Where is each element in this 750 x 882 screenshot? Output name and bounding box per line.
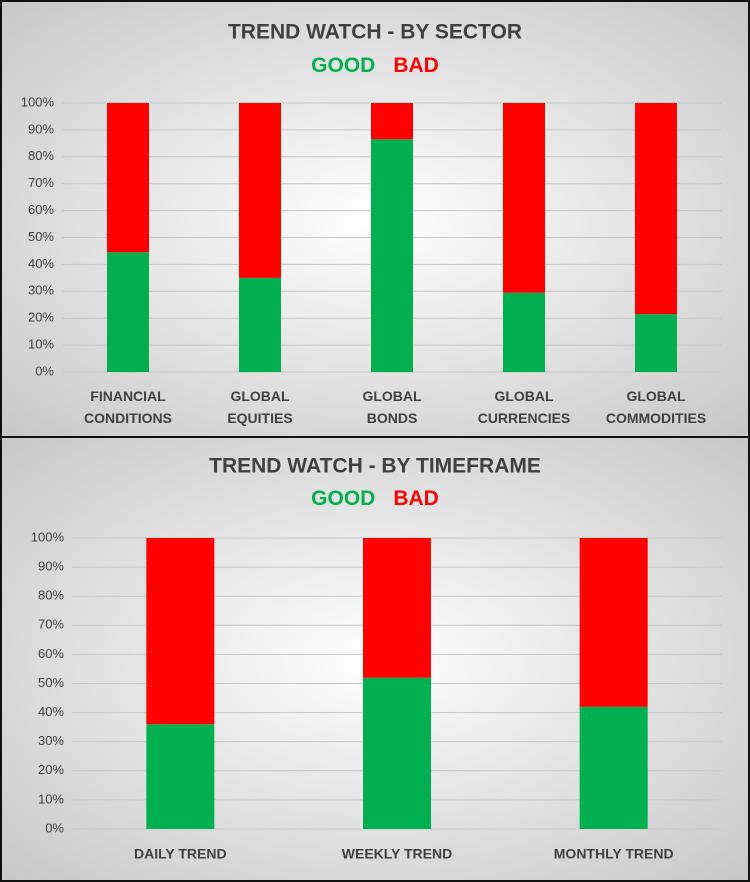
x-tick-line: GLOBAL [494, 388, 554, 404]
y-tick-label: 100% [21, 94, 55, 109]
y-tick-label: 80% [38, 588, 64, 603]
y-tick-label: 70% [38, 617, 64, 632]
y-tick-label: 50% [38, 675, 64, 690]
y-tick-label: 30% [28, 283, 54, 298]
x-tick-line: CONDITIONS [84, 410, 172, 426]
x-tick-line: FINANCIAL [90, 388, 166, 404]
bar-segment [371, 103, 413, 140]
x-tick-line: GLOBAL [626, 388, 686, 404]
y-tick-label: 0% [45, 820, 64, 835]
legend-entry: BAD [393, 54, 439, 77]
legend-entry: BAD [393, 487, 439, 510]
y-tick-label: 60% [38, 646, 64, 661]
bar-segment [635, 314, 677, 372]
y-tick-label: 90% [38, 559, 64, 574]
y-tick-label: 0% [35, 363, 54, 378]
bar-segment [635, 103, 677, 315]
y-tick-label: 60% [28, 202, 54, 217]
x-tick-label: GLOBAL COMMODITIES [606, 388, 706, 426]
bar-segment [363, 538, 431, 678]
y-tick-label: 80% [28, 148, 54, 163]
x-tick-line: EQUITIES [227, 410, 292, 426]
chart-title: TREND WATCH - BY TIMEFRAME [209, 455, 541, 478]
bar-segment [107, 103, 149, 253]
y-tick-label: 10% [38, 791, 64, 806]
bar-segment [239, 103, 281, 278]
legend-entry: GOOD [311, 487, 375, 510]
x-tick-label: GLOBAL CURRENCIES [478, 388, 571, 426]
y-tick-label: 40% [38, 704, 64, 719]
legend-entry: GOOD [311, 54, 375, 77]
y-tick-label: 20% [28, 310, 54, 325]
x-tick-line: CURRENCIES [478, 410, 571, 426]
y-tick-label: 10% [28, 337, 54, 352]
y-tick-label: 50% [28, 229, 54, 244]
x-tick-label: FINANCIAL CONDITIONS [84, 388, 172, 426]
bar-segment [363, 677, 431, 829]
bar-segment [503, 103, 545, 293]
x-tick-label: GLOBAL EQUITIES [227, 388, 292, 426]
bar-segment [503, 292, 545, 372]
legend: GOOD BAD [311, 487, 439, 510]
legend: GOOD BAD [311, 54, 439, 77]
chart-title: TREND WATCH - BY SECTOR [228, 21, 522, 44]
x-tick-line: GLOBAL [230, 388, 290, 404]
x-tick-line: BONDS [367, 410, 418, 426]
y-tick-label: 70% [28, 175, 54, 190]
bar-segment [239, 277, 281, 372]
bar-segment [579, 538, 648, 707]
y-tick-label: 90% [28, 121, 54, 136]
x-tick-label: DAILY TREND [134, 846, 227, 862]
y-tick-label: 40% [28, 256, 54, 271]
y-tick-label: 30% [38, 733, 64, 748]
x-tick-line: GLOBAL [362, 388, 422, 404]
x-tick-label: MONTHLY TREND [554, 846, 674, 862]
x-tick-label: WEEKLY TREND [342, 846, 452, 862]
bar-segment [579, 706, 648, 829]
bar-segment [146, 724, 215, 829]
bar-segment [371, 139, 413, 372]
bar-segment [146, 538, 215, 725]
y-tick-label: 20% [38, 762, 64, 777]
x-tick-label: GLOBAL BONDS [362, 388, 422, 426]
x-tick-line: COMMODITIES [606, 410, 706, 426]
bar-segment [107, 252, 149, 372]
y-tick-label: 100% [31, 529, 65, 544]
